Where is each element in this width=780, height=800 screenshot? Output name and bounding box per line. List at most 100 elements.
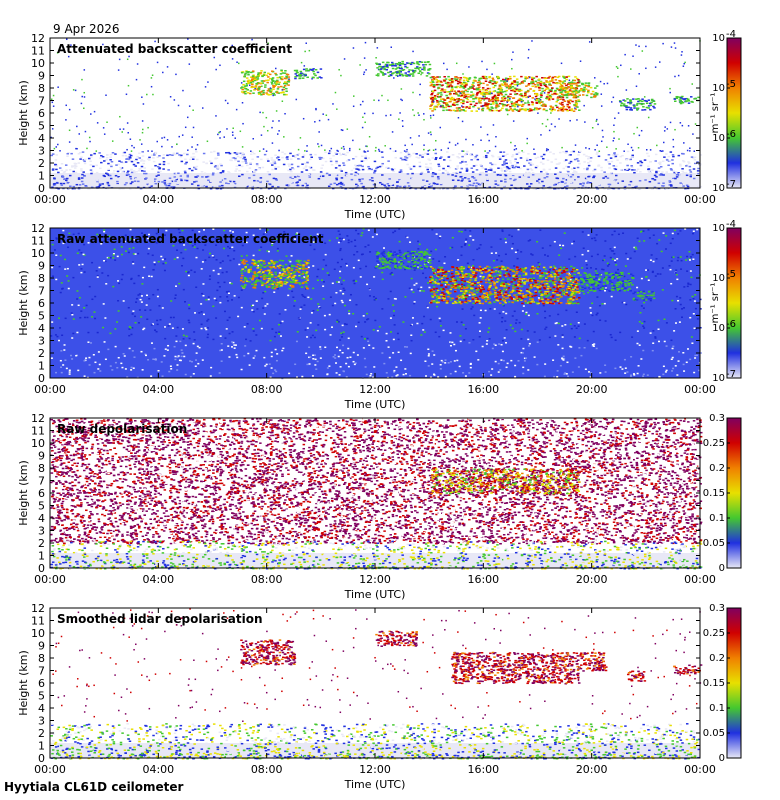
cell bbox=[244, 176, 247, 179]
cell bbox=[82, 186, 85, 189]
speckle bbox=[516, 249, 519, 251]
cell bbox=[479, 164, 483, 166]
speckle bbox=[694, 307, 697, 310]
cell bbox=[259, 82, 263, 84]
cell bbox=[677, 184, 680, 186]
cell bbox=[406, 163, 409, 166]
speckle bbox=[228, 247, 231, 249]
cell bbox=[375, 62, 378, 65]
speckle bbox=[275, 110, 278, 112]
speckle bbox=[662, 365, 665, 368]
cell bbox=[574, 82, 578, 85]
speckle bbox=[439, 363, 442, 366]
cell bbox=[189, 158, 192, 161]
cell bbox=[493, 95, 496, 98]
cell bbox=[265, 92, 268, 94]
cell bbox=[492, 79, 495, 81]
cell bbox=[306, 76, 309, 79]
speckle bbox=[612, 96, 615, 99]
cell bbox=[241, 173, 244, 176]
cell bbox=[63, 170, 67, 173]
cell bbox=[543, 77, 547, 80]
cell bbox=[408, 74, 411, 77]
cell bbox=[273, 162, 277, 165]
cell bbox=[446, 187, 449, 190]
colorbar-tick-exponent: -7 bbox=[726, 179, 736, 190]
speckle bbox=[295, 98, 298, 101]
speckle bbox=[107, 274, 110, 277]
cell bbox=[519, 104, 523, 106]
speckle bbox=[561, 146, 563, 149]
cell bbox=[548, 168, 552, 171]
cell bbox=[639, 171, 642, 173]
cell bbox=[262, 184, 265, 186]
speckle bbox=[130, 150, 133, 152]
speckle bbox=[104, 358, 107, 361]
cell bbox=[209, 151, 213, 153]
cell bbox=[694, 97, 698, 100]
cell bbox=[461, 179, 464, 181]
cell bbox=[157, 180, 161, 183]
cell bbox=[430, 185, 433, 188]
cell bbox=[647, 170, 651, 173]
cell bbox=[520, 98, 523, 101]
y-tick-label: 12 bbox=[31, 32, 45, 45]
cell bbox=[255, 83, 258, 85]
cell bbox=[261, 82, 265, 84]
cell bbox=[361, 178, 364, 180]
speckle bbox=[516, 257, 519, 260]
cell bbox=[633, 169, 636, 171]
cell bbox=[697, 167, 700, 170]
cell bbox=[143, 172, 146, 175]
cell bbox=[491, 77, 495, 80]
speckle bbox=[201, 107, 204, 109]
cell bbox=[681, 175, 685, 178]
cell bbox=[540, 101, 543, 104]
cell bbox=[72, 178, 76, 181]
cell bbox=[462, 81, 466, 84]
speckle bbox=[163, 136, 166, 139]
speckle bbox=[212, 256, 215, 258]
speckle bbox=[300, 61, 303, 64]
cell bbox=[456, 110, 459, 112]
cell bbox=[275, 179, 278, 181]
speckle bbox=[585, 147, 587, 149]
cell bbox=[434, 157, 438, 159]
cell bbox=[625, 183, 628, 185]
cell bbox=[175, 172, 178, 175]
cell bbox=[536, 180, 539, 182]
speckle bbox=[173, 99, 176, 101]
cell bbox=[557, 163, 560, 165]
cell bbox=[509, 165, 512, 168]
cell bbox=[115, 185, 119, 188]
cell bbox=[201, 185, 204, 187]
speckle bbox=[529, 76, 531, 79]
cell bbox=[558, 162, 561, 164]
cell bbox=[566, 105, 570, 108]
cell bbox=[106, 173, 109, 175]
cell bbox=[692, 168, 696, 170]
speckle bbox=[430, 133, 432, 136]
cell bbox=[455, 107, 459, 109]
cell bbox=[426, 168, 430, 171]
cell bbox=[320, 156, 323, 159]
cell bbox=[456, 82, 460, 85]
cell bbox=[481, 108, 484, 111]
cell bbox=[63, 181, 66, 183]
speckle bbox=[522, 305, 525, 307]
speckle bbox=[264, 290, 267, 293]
cell bbox=[109, 164, 112, 166]
speckle bbox=[354, 362, 357, 364]
cell bbox=[450, 79, 453, 82]
cell bbox=[697, 181, 701, 183]
cell bbox=[504, 159, 508, 161]
speckle bbox=[683, 62, 685, 65]
cell bbox=[148, 156, 151, 159]
speckle bbox=[328, 150, 331, 152]
speckle bbox=[338, 233, 341, 236]
cell bbox=[553, 91, 557, 93]
speckle bbox=[347, 347, 350, 350]
cell bbox=[161, 181, 164, 183]
speckle bbox=[393, 297, 396, 300]
speckle bbox=[243, 355, 246, 357]
